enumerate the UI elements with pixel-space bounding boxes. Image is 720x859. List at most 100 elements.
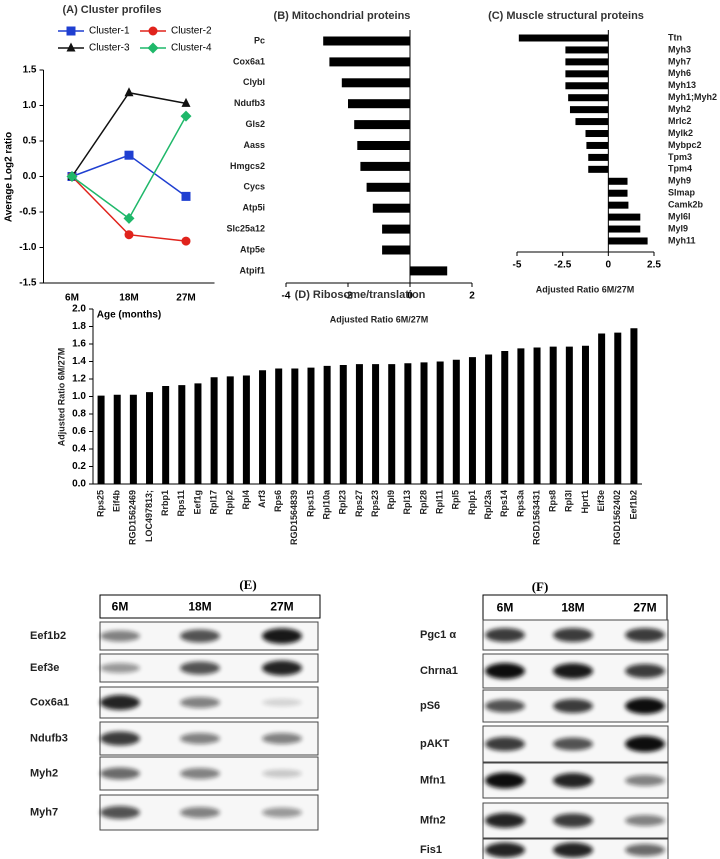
category-label: Myl6l bbox=[668, 211, 691, 221]
legend-label: Cluster-3 bbox=[89, 43, 130, 54]
bar bbox=[382, 245, 410, 255]
band bbox=[262, 733, 302, 744]
y-tick-label: 0.2 bbox=[72, 461, 86, 472]
y-tick-label: -1.5 bbox=[19, 278, 37, 289]
category-label: Ttn bbox=[668, 32, 682, 42]
chart-title: (B) Mitochondrial proteins bbox=[274, 10, 411, 22]
y-axis-label: Average Log2 ratio bbox=[4, 132, 15, 222]
y-tick-label: 0.6 bbox=[72, 426, 86, 437]
lane-label: 18M bbox=[188, 600, 211, 614]
x-tick-label: -2 bbox=[344, 291, 353, 302]
bar bbox=[339, 365, 347, 484]
category-label: Rps8 bbox=[548, 490, 558, 512]
marker bbox=[123, 212, 135, 224]
category-label: Rps6 bbox=[273, 490, 283, 512]
x-tick-label: -5 bbox=[513, 260, 522, 271]
category-label: Myh13 bbox=[668, 80, 696, 90]
bar bbox=[360, 161, 410, 171]
marker bbox=[181, 97, 191, 107]
bar bbox=[588, 165, 609, 173]
x-tick-label: 2.5 bbox=[647, 260, 661, 271]
marker bbox=[66, 171, 78, 182]
band bbox=[180, 768, 220, 779]
bar bbox=[162, 386, 170, 484]
category-label: Rpl11 bbox=[435, 490, 445, 514]
x-tick-label: -4 bbox=[282, 291, 291, 302]
x-tick-label: 0 bbox=[606, 260, 612, 271]
bar bbox=[485, 354, 493, 484]
category-label: Cox6a1 bbox=[233, 56, 265, 66]
band bbox=[625, 844, 665, 856]
category-label: Gls2 bbox=[245, 119, 265, 129]
row-label: Mfn2 bbox=[420, 814, 446, 826]
bar bbox=[372, 364, 380, 484]
x-tick-label: 27M bbox=[176, 293, 195, 304]
x-tick-label: 0 bbox=[407, 291, 413, 302]
chart-title: (C) Muscle structural proteins bbox=[488, 10, 644, 22]
marker bbox=[66, 42, 76, 52]
band bbox=[485, 628, 525, 642]
category-label: Tpm4 bbox=[668, 164, 692, 174]
bar bbox=[468, 357, 476, 484]
row-label: Fis1 bbox=[420, 844, 442, 856]
bar bbox=[113, 394, 121, 484]
band bbox=[553, 628, 593, 642]
bar bbox=[501, 351, 509, 484]
category-label: Rplp2 bbox=[225, 490, 235, 515]
marker bbox=[148, 26, 158, 36]
bar bbox=[97, 395, 105, 484]
band bbox=[180, 661, 220, 675]
category-label: Slmap bbox=[668, 188, 696, 198]
band bbox=[100, 731, 140, 746]
row-label: Cox6a1 bbox=[30, 696, 69, 708]
category-label: Mylk2 bbox=[668, 128, 693, 138]
y-tick-label: 0.4 bbox=[72, 444, 86, 455]
lane-label: 6M bbox=[497, 601, 514, 615]
category-label: Rps27 bbox=[354, 490, 364, 517]
category-label: Myh3 bbox=[668, 44, 691, 54]
bar bbox=[129, 394, 137, 484]
marker bbox=[181, 236, 191, 246]
category-label: Rpl23 bbox=[338, 490, 348, 515]
lane-label: 27M bbox=[633, 601, 656, 615]
category-label: LOC497813; bbox=[144, 490, 154, 542]
category-label: Mrlc2 bbox=[668, 116, 692, 126]
bar bbox=[341, 78, 410, 88]
bar bbox=[329, 57, 410, 67]
row-label: Eef1b2 bbox=[30, 630, 66, 642]
bar bbox=[242, 375, 250, 484]
band bbox=[180, 697, 220, 708]
y-tick-label: 0.0 bbox=[72, 479, 86, 490]
y-tick-label: -1.0 bbox=[19, 242, 37, 253]
bar bbox=[382, 224, 410, 234]
category-label: Rps3a bbox=[515, 489, 525, 517]
row-label: pAKT bbox=[420, 738, 450, 750]
chart-title: (A) Cluster profiles bbox=[62, 4, 161, 16]
bar bbox=[259, 370, 267, 484]
band bbox=[180, 807, 220, 818]
bar bbox=[588, 153, 609, 161]
band bbox=[262, 660, 302, 676]
bar bbox=[452, 359, 460, 484]
category-label: Rpl13 bbox=[402, 490, 412, 515]
category-label: Aass bbox=[243, 140, 265, 150]
category-label: RGD1562469 bbox=[128, 490, 138, 545]
band bbox=[625, 815, 665, 826]
y-tick-label: 0.5 bbox=[23, 136, 37, 147]
y-axis-label: Adjusted Ratio 6M/27M bbox=[56, 348, 66, 447]
bar bbox=[291, 368, 299, 484]
category-label: Rpl10a bbox=[322, 489, 332, 520]
x-tick-label: -2.5 bbox=[554, 260, 572, 271]
bar bbox=[565, 346, 573, 484]
bar bbox=[565, 58, 609, 66]
category-label: Rpl3l bbox=[564, 490, 574, 512]
y-tick-label: 1.6 bbox=[72, 339, 86, 350]
bar bbox=[348, 99, 410, 109]
row-label: Myh7 bbox=[30, 806, 58, 818]
bar bbox=[420, 362, 428, 484]
bar bbox=[404, 363, 412, 484]
marker bbox=[181, 191, 191, 201]
bar bbox=[614, 332, 622, 484]
category-label: Rps23 bbox=[370, 490, 380, 517]
x-axis-label: Adjusted Ratio 6M/27M bbox=[536, 284, 635, 294]
